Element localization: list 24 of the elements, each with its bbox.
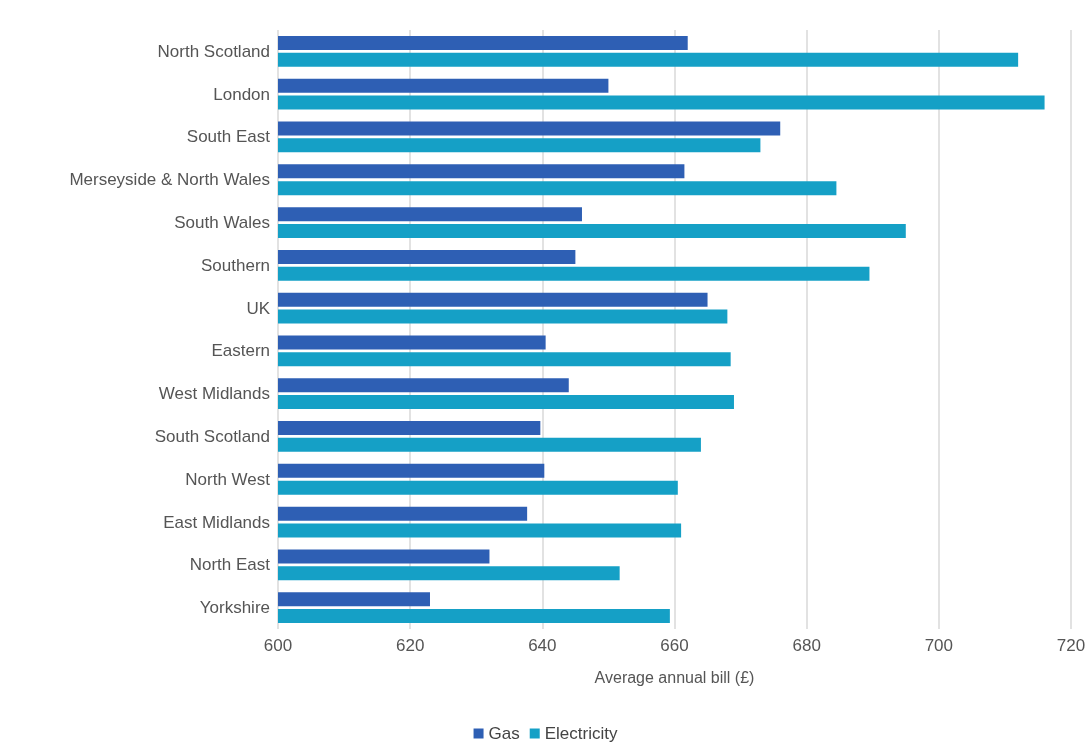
y-tick-label: Eastern (211, 341, 270, 361)
y-tick-label: North Scotland (157, 41, 270, 61)
y-tick-label: Merseyside & North Wales (69, 170, 270, 190)
y-tick-label: UK (246, 298, 271, 318)
x-tick-label: 680 (792, 636, 821, 655)
y-tick-label: West Midlands (158, 384, 270, 404)
x-tick-label: 700 (924, 636, 954, 655)
x-tick-label: 660 (660, 636, 689, 655)
x-tick-label: 640 (528, 636, 557, 655)
y-tick-label: London (213, 84, 270, 104)
y-tick-label: East Midlands (163, 512, 270, 532)
legend-label: Electricity (544, 724, 618, 743)
x-axis-title: Average annual bill (£) (594, 668, 755, 686)
y-tick-label: South East (186, 127, 271, 147)
x-tick-label: 600 (263, 636, 293, 655)
x-tick-label: 720 (1056, 636, 1086, 655)
x-tick-label: 620 (395, 636, 425, 655)
y-tick-label: North West (185, 469, 271, 489)
y-tick-label: South Scotland (154, 426, 270, 446)
y-tick-label: South Wales (174, 213, 270, 233)
y-tick-label: Southern (201, 255, 270, 275)
legend-label: Gas (488, 724, 520, 743)
y-tick-label: Yorkshire (199, 598, 270, 618)
y-tick-label: North East (189, 555, 271, 575)
